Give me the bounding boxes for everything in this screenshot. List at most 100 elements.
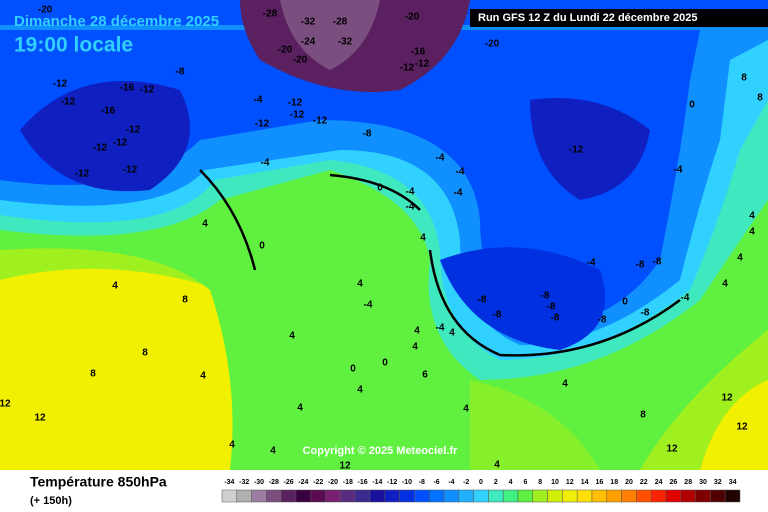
legend-value: 28 bbox=[684, 479, 692, 486]
contour-label: 4 bbox=[449, 328, 455, 339]
contour-label: -8 bbox=[653, 257, 662, 268]
contour-label: 4 bbox=[722, 279, 728, 290]
legend-swatch bbox=[532, 489, 548, 503]
contour-label: 8 bbox=[741, 73, 747, 84]
contour-label: 4 bbox=[229, 440, 235, 451]
contour-label: 4 bbox=[200, 371, 206, 382]
contour-label: 4 bbox=[202, 219, 208, 230]
legend-value: -18 bbox=[343, 479, 353, 486]
contour-label: 6 bbox=[422, 370, 428, 381]
contour-label: 8 bbox=[640, 410, 646, 421]
contour-label: 0 bbox=[382, 358, 388, 369]
legend-value: 30 bbox=[699, 479, 707, 486]
contour-label: -4 bbox=[254, 95, 263, 106]
legend-value: 10 bbox=[551, 479, 559, 486]
contour-label: -12 bbox=[126, 125, 141, 136]
contour-label: -32 bbox=[338, 37, 353, 48]
contour-label: -4 bbox=[681, 293, 690, 304]
legend-value: 34 bbox=[729, 479, 737, 486]
legend-swatch bbox=[414, 489, 430, 503]
contour-label: 4 bbox=[463, 404, 469, 415]
contour-label: 8 bbox=[182, 295, 188, 306]
legend-value: 18 bbox=[610, 479, 618, 486]
legend-value: -28 bbox=[269, 479, 279, 486]
legend-swatch bbox=[488, 489, 504, 503]
contour-label: 4 bbox=[737, 253, 743, 264]
contour-label: 4 bbox=[420, 233, 426, 244]
contour-label: -4 bbox=[674, 165, 683, 176]
contour-label: -8 bbox=[493, 310, 502, 321]
contour-label: 0 bbox=[259, 241, 265, 252]
legend-swatch bbox=[576, 489, 593, 503]
legend-value: -20 bbox=[328, 479, 338, 486]
contour-label: -4 bbox=[406, 187, 415, 198]
legend-value: 20 bbox=[625, 479, 633, 486]
contour-label: 4 bbox=[749, 227, 755, 238]
contour-label: -12 bbox=[140, 85, 155, 96]
legend-value: 6 bbox=[523, 479, 527, 486]
contour-label: -8 bbox=[541, 291, 550, 302]
legend-value: -10 bbox=[402, 479, 412, 486]
contour-label: 4 bbox=[270, 446, 276, 457]
contour-label: 0 bbox=[689, 100, 695, 111]
contour-label: -12 bbox=[313, 116, 328, 127]
contour-label: 4 bbox=[412, 342, 418, 353]
legend-swatch bbox=[236, 489, 252, 503]
contour-label: -20 bbox=[38, 5, 53, 16]
contour-label: -16 bbox=[411, 47, 426, 58]
legend-swatch bbox=[221, 489, 238, 503]
contour-label: 4 bbox=[494, 460, 500, 471]
contour-label: 4 bbox=[562, 379, 568, 390]
legend-value: 14 bbox=[581, 479, 589, 486]
contour-label: -32 bbox=[301, 17, 316, 28]
contour-label: -12 bbox=[113, 138, 128, 149]
legend-swatch bbox=[443, 489, 460, 503]
contour-label: -12 bbox=[290, 110, 305, 121]
contour-label: 0 bbox=[622, 297, 628, 308]
run-box bbox=[470, 9, 768, 27]
date: Dimanche 28 décembre 2025 bbox=[14, 13, 219, 30]
contour-label: -12 bbox=[415, 59, 430, 70]
legend-value: -26 bbox=[284, 479, 294, 486]
legend-value: -6 bbox=[433, 479, 439, 486]
legend-value: 0 bbox=[479, 479, 483, 486]
legend-swatch bbox=[547, 489, 563, 503]
legend-swatch bbox=[680, 489, 696, 503]
contour-label: -24 bbox=[301, 37, 316, 48]
legend-value: 24 bbox=[655, 479, 663, 486]
contour-label: -8 bbox=[636, 260, 645, 271]
contour-label: -16 bbox=[101, 106, 116, 117]
contour-label: -12 bbox=[255, 119, 270, 130]
contour-label: 12 bbox=[666, 444, 678, 455]
contour-label: -12 bbox=[93, 143, 108, 154]
legend-value: 16 bbox=[596, 479, 604, 486]
run-info: Run GFS 12 Z du Lundi 22 décembre 2025 bbox=[478, 12, 697, 24]
legend-swatch bbox=[280, 489, 297, 503]
legend-value: -2 bbox=[463, 479, 469, 486]
legend-swatch bbox=[606, 489, 622, 503]
contour-label: 8 bbox=[142, 348, 148, 359]
contour-label: 12 bbox=[34, 413, 46, 424]
legend-swatch bbox=[665, 489, 682, 503]
legend-swatch bbox=[369, 489, 386, 503]
legend-value: -30 bbox=[254, 479, 264, 486]
contour-label: -8 bbox=[176, 67, 185, 78]
legend-swatch bbox=[621, 489, 637, 503]
contour-label: 4 bbox=[414, 326, 420, 337]
contour-label: 12 bbox=[721, 393, 733, 404]
contour-label: 4 bbox=[749, 211, 755, 222]
contour-label: 12 bbox=[339, 461, 351, 472]
contour-label: 12 bbox=[736, 422, 748, 433]
contour-label: -12 bbox=[75, 169, 90, 180]
contour-label: -20 bbox=[405, 12, 420, 23]
legend-swatch bbox=[354, 489, 371, 503]
contour-label: -16 bbox=[120, 83, 135, 94]
contour-label: 4 bbox=[289, 331, 295, 342]
contour-label: -12 bbox=[400, 63, 415, 74]
legend-swatch bbox=[325, 489, 341, 503]
contour-label: -4 bbox=[587, 258, 596, 269]
legend-value: -24 bbox=[298, 479, 308, 486]
legend-swatch bbox=[295, 489, 312, 503]
contour-label: -4 bbox=[454, 188, 463, 199]
legend-swatch bbox=[384, 489, 400, 503]
